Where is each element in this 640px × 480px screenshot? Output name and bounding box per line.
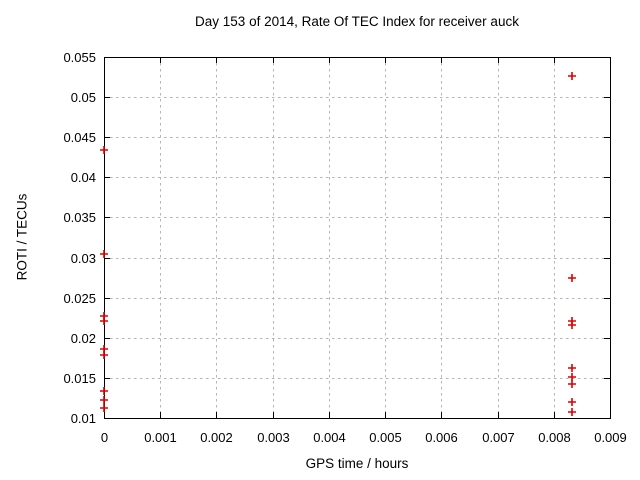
data-point-marker — [100, 146, 108, 154]
x-tick-label: 0.001 — [144, 430, 177, 445]
x-tick-label: 0.009 — [594, 430, 627, 445]
x-tick-label: 0 — [101, 430, 108, 445]
data-point-marker — [568, 274, 576, 282]
data-point-marker — [100, 404, 108, 412]
data-point-marker — [568, 408, 576, 416]
data-point-marker — [568, 72, 576, 80]
data-point-marker — [100, 396, 108, 404]
x-axis-title: GPS time / hours — [305, 456, 409, 471]
y-tick-label: 0.04 — [71, 170, 96, 185]
y-tick-label: 0.03 — [71, 251, 96, 266]
data-point-marker — [568, 321, 576, 329]
chart-title: Day 153 of 2014, Rate Of TEC Index for r… — [195, 14, 519, 29]
y-tick-label: 0.055 — [63, 50, 96, 65]
data-point-marker — [100, 317, 108, 325]
x-tick-label: 0.007 — [482, 430, 515, 445]
data-point-marker — [100, 351, 108, 359]
y-tick-label: 0.015 — [63, 371, 96, 386]
y-tick-label: 0.01 — [71, 411, 96, 426]
y-tick-label: 0.025 — [63, 291, 96, 306]
plot-border — [104, 57, 611, 419]
x-tick-label: 0.002 — [200, 430, 233, 445]
data-point-marker — [568, 380, 576, 388]
x-tick-label: 0.008 — [538, 430, 571, 445]
y-axis-title: ROTI / TECUs — [14, 193, 30, 281]
y-tick-label: 0.035 — [63, 210, 96, 225]
data-point-marker — [568, 398, 576, 406]
y-tick-label: 0.045 — [63, 130, 96, 145]
x-tick-label: 0.003 — [257, 430, 290, 445]
y-tick-label: 0.05 — [71, 90, 96, 105]
data-point-marker — [568, 364, 576, 372]
x-tick-label: 0.005 — [369, 430, 402, 445]
data-point-marker — [568, 373, 576, 381]
y-tick-label: 0.02 — [71, 331, 96, 346]
data-point-marker — [100, 387, 108, 395]
data-point-marker — [100, 250, 108, 258]
x-tick-label: 0.006 — [425, 430, 458, 445]
x-tick-label: 0.004 — [313, 430, 346, 445]
